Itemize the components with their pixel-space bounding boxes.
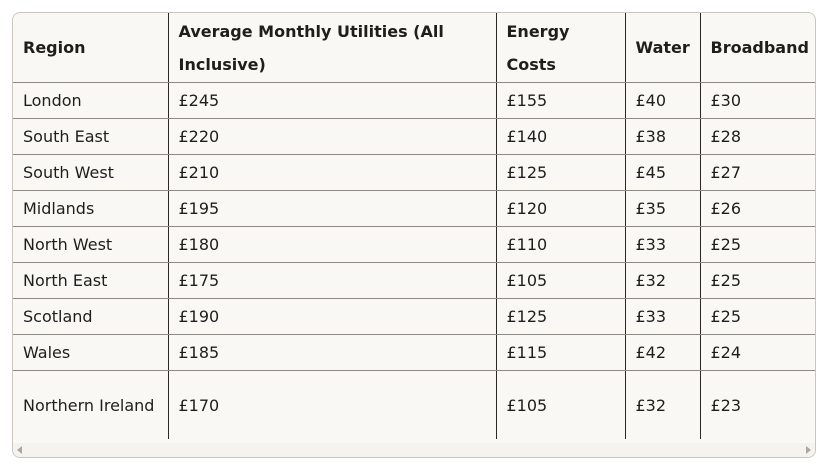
- cell-water: £33: [625, 226, 701, 263]
- cell-energy-costs: £125: [496, 154, 626, 191]
- cell-region: South West: [13, 154, 169, 191]
- cell-energy-costs: £115: [496, 334, 626, 371]
- cell-average-utilities: £195: [168, 190, 497, 227]
- cell-water: £42: [625, 334, 701, 371]
- header-average-monthly-utilities: Average Monthly Utilities (All Inclusive…: [168, 13, 497, 83]
- cell-water: £33: [625, 298, 701, 335]
- cell-water: £38: [625, 118, 701, 155]
- cell-water: £40: [625, 82, 701, 119]
- cell-region: Wales: [13, 334, 169, 371]
- cell-region: Midlands: [13, 190, 169, 227]
- cell-region: North East: [13, 262, 169, 299]
- cell-broadband: £24: [700, 334, 815, 371]
- cell-average-utilities: £220: [168, 118, 497, 155]
- table-row: North East £175 £105 £32 £25: [13, 262, 815, 299]
- table-row: South East £220 £140 £38 £28: [13, 118, 815, 155]
- cell-average-utilities: £175: [168, 262, 497, 299]
- chevron-right-icon[interactable]: [806, 446, 811, 454]
- header-water: Water: [625, 13, 701, 83]
- cell-broadband: £28: [700, 118, 815, 155]
- header-broadband: Broadband: [700, 13, 815, 83]
- table-row: London £245 £155 £40 £30: [13, 82, 815, 119]
- cell-average-utilities: £185: [168, 334, 497, 371]
- cell-energy-costs: £125: [496, 298, 626, 335]
- cell-region: London: [13, 82, 169, 119]
- header-region: Region: [13, 13, 169, 83]
- cell-energy-costs: £110: [496, 226, 626, 263]
- cell-average-utilities: £245: [168, 82, 497, 119]
- cell-average-utilities: £170: [168, 370, 497, 439]
- cell-energy-costs: £105: [496, 262, 626, 299]
- header-energy-costs: Energy Costs: [496, 13, 626, 83]
- utilities-table: Region Average Monthly Utilities (All In…: [13, 13, 815, 439]
- cell-average-utilities: £210: [168, 154, 497, 191]
- cell-average-utilities: £190: [168, 298, 497, 335]
- horizontal-scrollbar[interactable]: [13, 443, 815, 457]
- cell-region: Northern Ireland: [13, 370, 169, 439]
- table-row: North West £180 £110 £33 £25: [13, 226, 815, 263]
- cell-region: Scotland: [13, 298, 169, 335]
- header-row: Region Average Monthly Utilities (All In…: [13, 13, 815, 83]
- cell-water: £45: [625, 154, 701, 191]
- cell-water: £32: [625, 370, 701, 439]
- cell-broadband: £25: [700, 298, 815, 335]
- cell-water: £32: [625, 262, 701, 299]
- table-container[interactable]: Region Average Monthly Utilities (All In…: [12, 12, 816, 458]
- cell-broadband: £27: [700, 154, 815, 191]
- cell-broadband: £25: [700, 226, 815, 263]
- table-row: South West £210 £125 £45 £27: [13, 154, 815, 191]
- cell-broadband: £26: [700, 190, 815, 227]
- table-row: Northern Ireland £170 £105 £32 £23: [13, 370, 815, 439]
- cell-broadband: £23: [710, 395, 742, 415]
- cell-broadband: £25: [700, 262, 815, 299]
- table-row: Scotland £190 £125 £33 £25: [13, 298, 815, 335]
- chevron-left-icon[interactable]: [17, 446, 22, 454]
- cell-region: South East: [13, 118, 169, 155]
- cell-energy-costs: £120: [496, 190, 626, 227]
- cell-water: £35: [625, 190, 701, 227]
- table-row: Midlands £195 £120 £35 £26: [13, 190, 815, 227]
- table-row: Wales £185 £115 £42 £24: [13, 334, 815, 371]
- cell-region: North West: [13, 226, 169, 263]
- cell-broadband: £30: [700, 82, 815, 119]
- cell-energy-costs: £105: [496, 370, 626, 439]
- cell-energy-costs: £140: [496, 118, 626, 155]
- cell-average-utilities: £180: [168, 226, 497, 263]
- cell-energy-costs: £155: [496, 82, 626, 119]
